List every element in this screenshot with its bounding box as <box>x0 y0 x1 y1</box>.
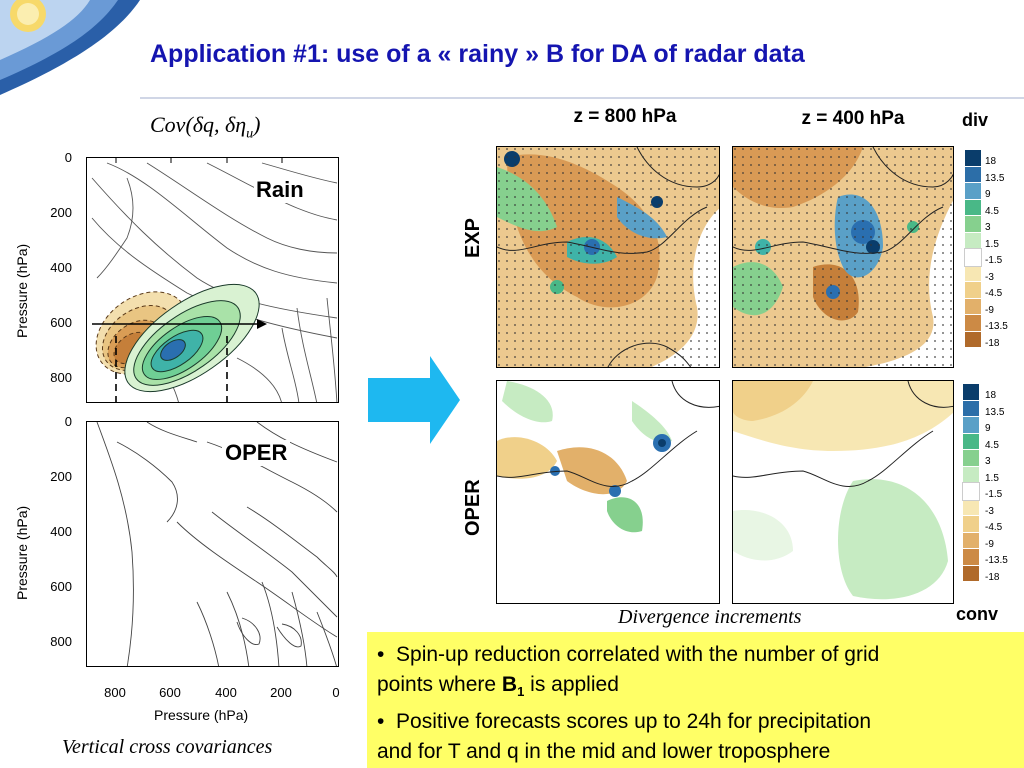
logo-graphic <box>0 0 150 100</box>
colorbar-swatch <box>963 400 979 417</box>
colorbar-level-label: -4.5 <box>985 522 1003 533</box>
colorbar-level-label: 3 <box>985 222 991 233</box>
colorbar-level-label: -9 <box>985 304 994 316</box>
colorbar-swatch <box>965 265 981 282</box>
colorbar-level-label: -9 <box>985 538 994 550</box>
colorbar-swatch <box>965 216 981 233</box>
colorbar-swatch <box>965 199 981 216</box>
colorbar-swatch <box>965 331 981 348</box>
colorbar-conv-title: conv <box>956 604 999 624</box>
row-header-exp: EXP <box>462 217 484 258</box>
y-tick: 600 <box>50 579 72 594</box>
column-header-400: z = 400 hPa <box>728 108 978 130</box>
colorbar-oper <box>962 384 980 582</box>
row-header-oper: OPER <box>462 479 484 536</box>
colorbar-swatch <box>965 150 981 167</box>
colorbar-swatch <box>963 516 979 533</box>
colorbar-swatch <box>965 315 981 332</box>
y-tick: 0 <box>64 414 72 429</box>
colorbar-swatch <box>963 466 979 483</box>
right-arrow-icon <box>368 356 460 449</box>
colorbar-level-label: -18 <box>985 571 1000 583</box>
map-exp-800 <box>496 146 720 368</box>
rain-label: Rain <box>254 177 306 203</box>
colorbar-level-label: 4.5 <box>985 439 999 451</box>
colorbar-swatch <box>965 282 981 299</box>
colorbar-swatch <box>963 433 979 450</box>
y-tick: 400 <box>50 524 72 539</box>
y-tick: 200 <box>50 205 72 220</box>
x-tick: 800 <box>104 685 126 700</box>
colorbar-level-label: 9 <box>985 423 991 434</box>
colorbar-level-label: -3 <box>985 271 994 283</box>
bullet-item-2: • Positive forecasts scores up to 24h fo… <box>377 710 872 734</box>
map-oper-400 <box>732 380 954 604</box>
y-tick: 800 <box>50 634 72 649</box>
colorbar-swatch <box>965 298 981 315</box>
key-points-box: • Spin-up reduction correlated with the … <box>367 632 1024 768</box>
covariance-title: Cov(δq, δηu) <box>150 112 261 142</box>
y-tick: 200 <box>50 469 72 484</box>
x-tick: 0 <box>332 685 340 700</box>
colorbar-swatch <box>963 450 979 467</box>
oper-cross-section-panel: OPER <box>86 421 339 667</box>
colorbar-swatch <box>964 248 982 267</box>
colorbar-swatch <box>965 183 981 200</box>
map-exp-400 <box>732 146 954 368</box>
colorbar-swatch <box>963 384 979 401</box>
bullet-item-1: • Spin-up reduction correlated with the … <box>377 643 880 666</box>
colorbar-level-label: -1.5 <box>985 489 1003 500</box>
colorbar-level-label: -18 <box>985 337 1000 349</box>
left-caption: Vertical cross covariances <box>62 736 273 758</box>
colorbar-swatch <box>965 166 981 183</box>
colorbar-level-label: 13.5 <box>985 172 1005 184</box>
top-y-axis-title: Pressure (hPa) <box>14 243 30 338</box>
colorbar-level-label: 13.5 <box>985 406 1005 418</box>
y-tick: 800 <box>50 370 72 385</box>
colorbar-swatch <box>963 565 979 582</box>
colorbar-swatch <box>962 482 980 501</box>
column-header-800: z = 800 hPa <box>500 106 750 128</box>
oper-label: OPER <box>222 440 291 466</box>
colorbar-level-label: -3 <box>985 505 994 517</box>
colorbar-swatch <box>963 417 979 434</box>
title-divider <box>140 97 1024 99</box>
colorbar-oper-labels: 18 13.5 9 4.5 3 1.5 -1.5 -3 -4.5 -9 -13.5 -18 <box>985 388 1008 586</box>
rain-cross-section-panel: Rain <box>86 157 339 403</box>
colorbar-level-label: -1.5 <box>985 255 1003 266</box>
colorbar-div-title: div <box>962 110 989 130</box>
colorbar-level-label: -4.5 <box>985 288 1003 299</box>
bullet-item-2-cont: and for T and q in the mid and lower tro… <box>377 740 831 764</box>
colorbar-swatch <box>963 549 979 566</box>
maps-caption: Divergence increments <box>618 606 802 628</box>
slide-title: Application #1: use of a « rainy » B for… <box>150 40 805 68</box>
colorbar-level-label: 18 <box>985 390 997 401</box>
y-tick: 600 <box>50 315 72 330</box>
bottom-y-axis-title: Pressure (hPa) <box>14 505 30 600</box>
colorbar-level-label: -13.5 <box>985 321 1008 332</box>
colorbar-level-label: 9 <box>985 189 991 200</box>
colorbar-level-label: 1.5 <box>985 238 999 250</box>
y-tick: 0 <box>64 150 72 165</box>
colorbar-exp-labels: 18 13.5 9 4.5 3 1.5 -1.5 -3 -4.5 -9 -13.5 -18 <box>985 154 1008 352</box>
colorbar-swatch <box>965 232 981 249</box>
x-tick: 200 <box>270 685 292 700</box>
y-tick: 400 <box>50 260 72 275</box>
colorbar-swatch <box>963 499 979 516</box>
x-tick: 600 <box>159 685 181 700</box>
colorbar-level-label: -13.5 <box>985 555 1008 566</box>
colorbar-level-label: 4.5 <box>985 205 999 217</box>
colorbar-level-label: 18 <box>985 156 997 167</box>
x-axis-title: Pressure (hPa) <box>154 707 249 723</box>
colorbar-swatch <box>963 532 979 549</box>
colorbar-level-label: 3 <box>985 456 991 467</box>
bullet-item-1-cont: points where B1 is applied <box>377 673 619 700</box>
colorbar-exp <box>964 150 982 348</box>
colorbar-level-label: 1.5 <box>985 472 999 484</box>
x-tick: 400 <box>215 685 237 700</box>
map-oper-800 <box>496 380 720 604</box>
